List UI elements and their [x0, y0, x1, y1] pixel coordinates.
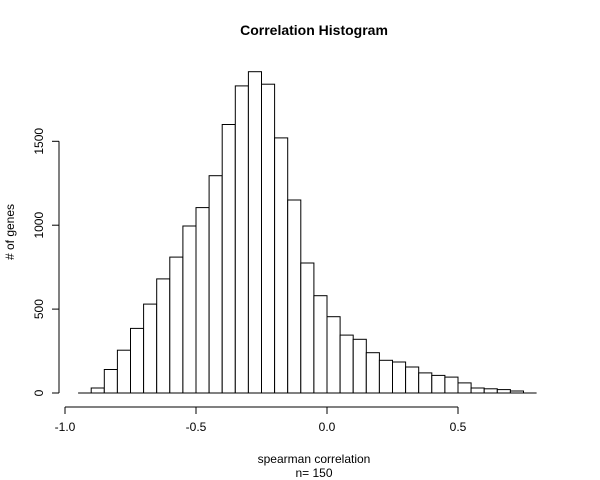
y-axis: 0 500 1000 1500 [32, 128, 60, 396]
histogram-bar [300, 262, 315, 394]
x-tick-label: 0.0 [319, 420, 336, 434]
histogram-bar [274, 137, 289, 394]
histogram-bar [130, 327, 145, 394]
x-axis-ticks: -1.0 -0.5 0.0 0.5 [55, 407, 467, 434]
x-axis-sublabel: n= 150 [295, 466, 332, 480]
y-axis-ticks: 0 500 1000 1500 [32, 128, 59, 396]
histogram-bar [234, 85, 249, 394]
chart-title: Correlation Histogram [240, 22, 388, 38]
y-tick-label: 0 [32, 389, 46, 396]
histogram-bar [483, 388, 498, 394]
x-axis: -1.0 -0.5 0.0 0.5 [55, 406, 467, 434]
histogram-bar [326, 316, 341, 394]
histogram-bar [378, 359, 393, 394]
histogram-bar [182, 225, 197, 394]
histogram-bar [418, 372, 433, 394]
histogram-bar [470, 387, 485, 394]
histogram-bar [90, 387, 105, 394]
histogram-bar [221, 124, 236, 394]
histogram-bar [195, 207, 210, 394]
histogram-bar [247, 71, 262, 394]
histogram-bar [496, 389, 511, 394]
histogram-bar [169, 256, 184, 394]
y-tick-label: 500 [32, 299, 46, 319]
histogram-bar [365, 352, 380, 394]
histogram-bar [392, 361, 407, 394]
histogram-bar [287, 199, 302, 394]
y-axis-label: # of genes [3, 204, 17, 260]
histogram-bar [405, 366, 420, 394]
x-tick-label: -0.5 [186, 420, 207, 434]
histogram-bar [339, 334, 354, 394]
histogram-bar [313, 295, 328, 394]
histogram-bar [444, 376, 459, 394]
y-tick-label: 1000 [32, 212, 46, 239]
histogram-bar [352, 338, 367, 394]
histogram-bar [143, 303, 158, 394]
x-tick-label: -1.0 [55, 420, 76, 434]
histogram-bar [156, 278, 171, 394]
histogram-bar [208, 175, 223, 394]
x-tick-label: 0.5 [450, 420, 467, 434]
y-tick-label: 1500 [32, 128, 46, 155]
histogram-bar [103, 369, 118, 394]
histogram-bar [431, 374, 446, 394]
histogram-bars [78, 71, 537, 394]
histogram-bar [509, 390, 524, 394]
x-axis-label: spearman correlation [258, 452, 371, 466]
histogram-bar [116, 349, 132, 394]
histogram-bar [261, 83, 276, 394]
histogram-bar [457, 382, 472, 394]
